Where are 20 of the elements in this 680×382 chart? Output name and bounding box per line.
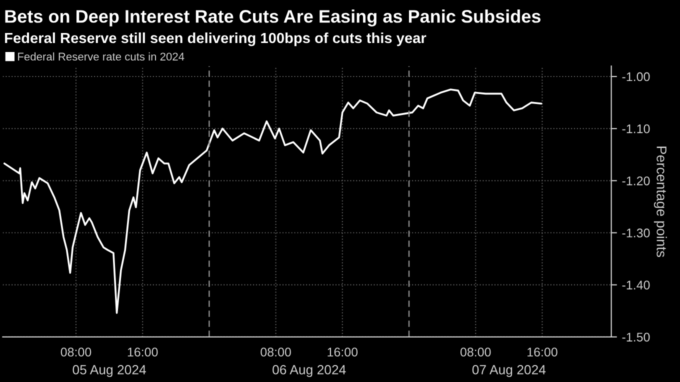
x-tick-label: 08:00: [260, 348, 291, 357]
y-axis-title: Percentage points: [654, 146, 667, 257]
chart-title: Bets on Deep Interest Rate Cuts Are Easing as Panic Subsides: [5, 10, 540, 26]
x-tick-label: 08:00: [60, 348, 92, 357]
legend-label: Federal Reserve rate cuts in 2024: [18, 52, 184, 61]
y-tick-label: -1.30: [622, 228, 650, 238]
line-series: [3, 88, 542, 314]
chart-subtitle: Federal Reserve still seen delivering 100bps of cuts this year: [5, 32, 426, 46]
text: 07 Aug 2024: [472, 365, 546, 377]
y-tick-label: -1.10: [622, 124, 650, 134]
y-tick-label: -1.20: [622, 176, 650, 186]
x-tick-label: 08:00: [460, 348, 491, 357]
y-tick-label: -1.00: [622, 72, 650, 82]
y-tick-label: -1.50: [622, 332, 650, 342]
x-tick-label: 16:00: [128, 348, 158, 357]
x-tick-label: 16:00: [328, 348, 358, 357]
x-tick-label: 16:00: [528, 348, 558, 357]
text: 06 Aug 2024: [272, 365, 346, 377]
text: 05 Aug 2024: [72, 365, 146, 377]
y-tick-label: -1.40: [622, 280, 650, 290]
